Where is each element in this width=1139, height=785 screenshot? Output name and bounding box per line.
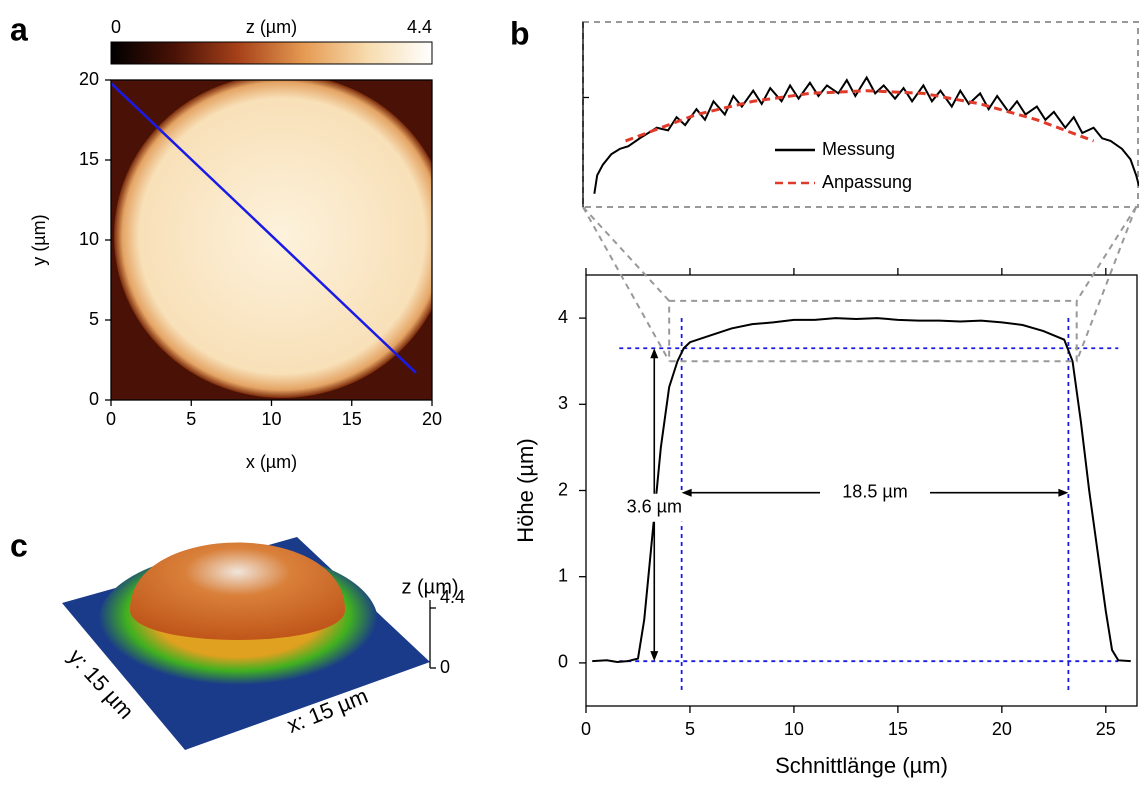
label-bg xyxy=(618,493,691,522)
y-tick-label: 5 xyxy=(89,309,99,329)
x-tick-label: 5 xyxy=(186,409,196,429)
y-axis-label: y (µm) xyxy=(29,214,49,265)
zoom-connector xyxy=(1075,206,1137,302)
image-disk xyxy=(114,80,432,398)
cut-line xyxy=(110,82,417,374)
x-tick-label: 5 xyxy=(685,719,695,739)
colorbar-tick-label: 4.4 xyxy=(407,17,432,37)
zoom-connector xyxy=(582,206,670,302)
x-tick-label: 25 xyxy=(1096,719,1116,739)
y-tick-label: 10 xyxy=(79,229,99,249)
x-tick-label: 10 xyxy=(784,719,804,739)
panel-label: c xyxy=(10,527,28,563)
legend-label: Anpassung xyxy=(822,172,912,192)
series-line xyxy=(625,89,1095,143)
x-tick-label: 15 xyxy=(342,409,362,429)
series-line xyxy=(593,75,1139,194)
z-axis-label: z (µm) xyxy=(401,576,458,598)
y-tick-label: 0 xyxy=(89,389,99,409)
z-tick-label: 0 xyxy=(440,657,450,677)
x-tick-label: 10 xyxy=(261,409,281,429)
x-tick-label: 15 xyxy=(888,719,908,739)
x-tick-label: 0 xyxy=(581,719,591,739)
y-tick-label: 3 xyxy=(558,393,568,413)
y-axis-label: Höhe (µm) xyxy=(513,438,538,542)
x-tick-label: 0 xyxy=(106,409,116,429)
surface-dome xyxy=(130,542,345,640)
y-tick-label: 20 xyxy=(79,69,99,89)
y-tick-label: 1 xyxy=(558,565,568,585)
x-tick-label: 20 xyxy=(422,409,442,429)
colorbar xyxy=(110,41,433,65)
annotation: 18.5 µm xyxy=(842,481,907,501)
panel-label: b xyxy=(510,15,530,51)
annotation: 3.6 µm xyxy=(627,496,682,516)
zoom-box xyxy=(668,299,1078,363)
colorbar-label: z (µm) xyxy=(246,17,297,37)
z-tick-label: 4.4 xyxy=(440,587,465,607)
x-axis-label: Schnittlänge (µm) xyxy=(775,753,948,778)
panel-label: a xyxy=(10,11,28,47)
y-tick-label: 15 xyxy=(79,149,99,169)
x-tick-label: 20 xyxy=(992,719,1012,739)
label-bg xyxy=(820,478,931,507)
y-tick-label: 0 xyxy=(558,652,568,672)
colorbar-tick-label: 0 xyxy=(111,17,121,37)
zoom-connector xyxy=(1075,206,1137,362)
zoom-connector xyxy=(582,206,671,362)
y-tick-label: 4 xyxy=(558,307,568,327)
y-tick-label: 2 xyxy=(558,479,568,499)
x-axis-label: x (µm) xyxy=(246,452,297,472)
legend-label: Messung xyxy=(822,139,895,159)
